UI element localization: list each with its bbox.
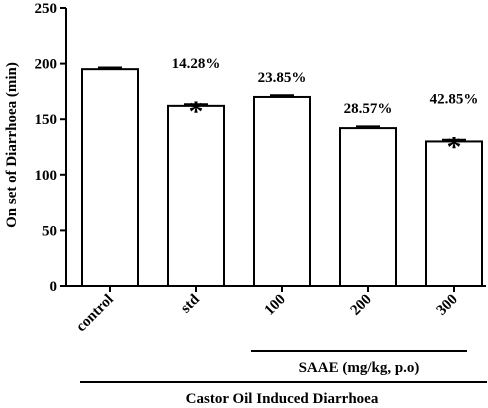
percent-label: 14.28% (172, 56, 221, 72)
x-axis-label: Castor Oil Induced Diarrhoea (186, 391, 379, 407)
y-axis-label: On set of Diarrhoea (min) (4, 62, 20, 228)
category-label: control (73, 292, 117, 336)
category-label: 200 (348, 292, 375, 319)
bar (253, 95, 311, 287)
y-tick-label: 100 (35, 168, 58, 184)
saae-group-label: SAAE (mg/kg, p.o) (299, 360, 420, 376)
bar (339, 127, 397, 287)
percent-label: 42.85% (430, 91, 479, 107)
percent-label: 28.57% (344, 101, 393, 117)
category-label: 300 (434, 292, 461, 319)
y-tick-label: 0 (50, 279, 58, 295)
percent-label: 23.85% (258, 70, 307, 86)
y-ticks: 0 50 100 150 200 250 (35, 1, 66, 295)
category-labels: control std 100 200 300 (73, 291, 461, 335)
significance-marker: * (189, 95, 204, 128)
significance-marker: * (447, 130, 462, 163)
category-label: 100 (262, 292, 289, 319)
category-label: std (178, 291, 203, 316)
y-tick-label: 200 (35, 57, 58, 73)
bar (167, 104, 225, 287)
y-tick-label: 150 (35, 112, 58, 128)
bar (81, 68, 139, 287)
bars: 14.28% * 23.85% 28.57% 42.85% * (81, 56, 483, 292)
bar (425, 140, 483, 287)
y-tick-label: 250 (35, 1, 58, 17)
y-tick-label: 50 (42, 223, 57, 239)
